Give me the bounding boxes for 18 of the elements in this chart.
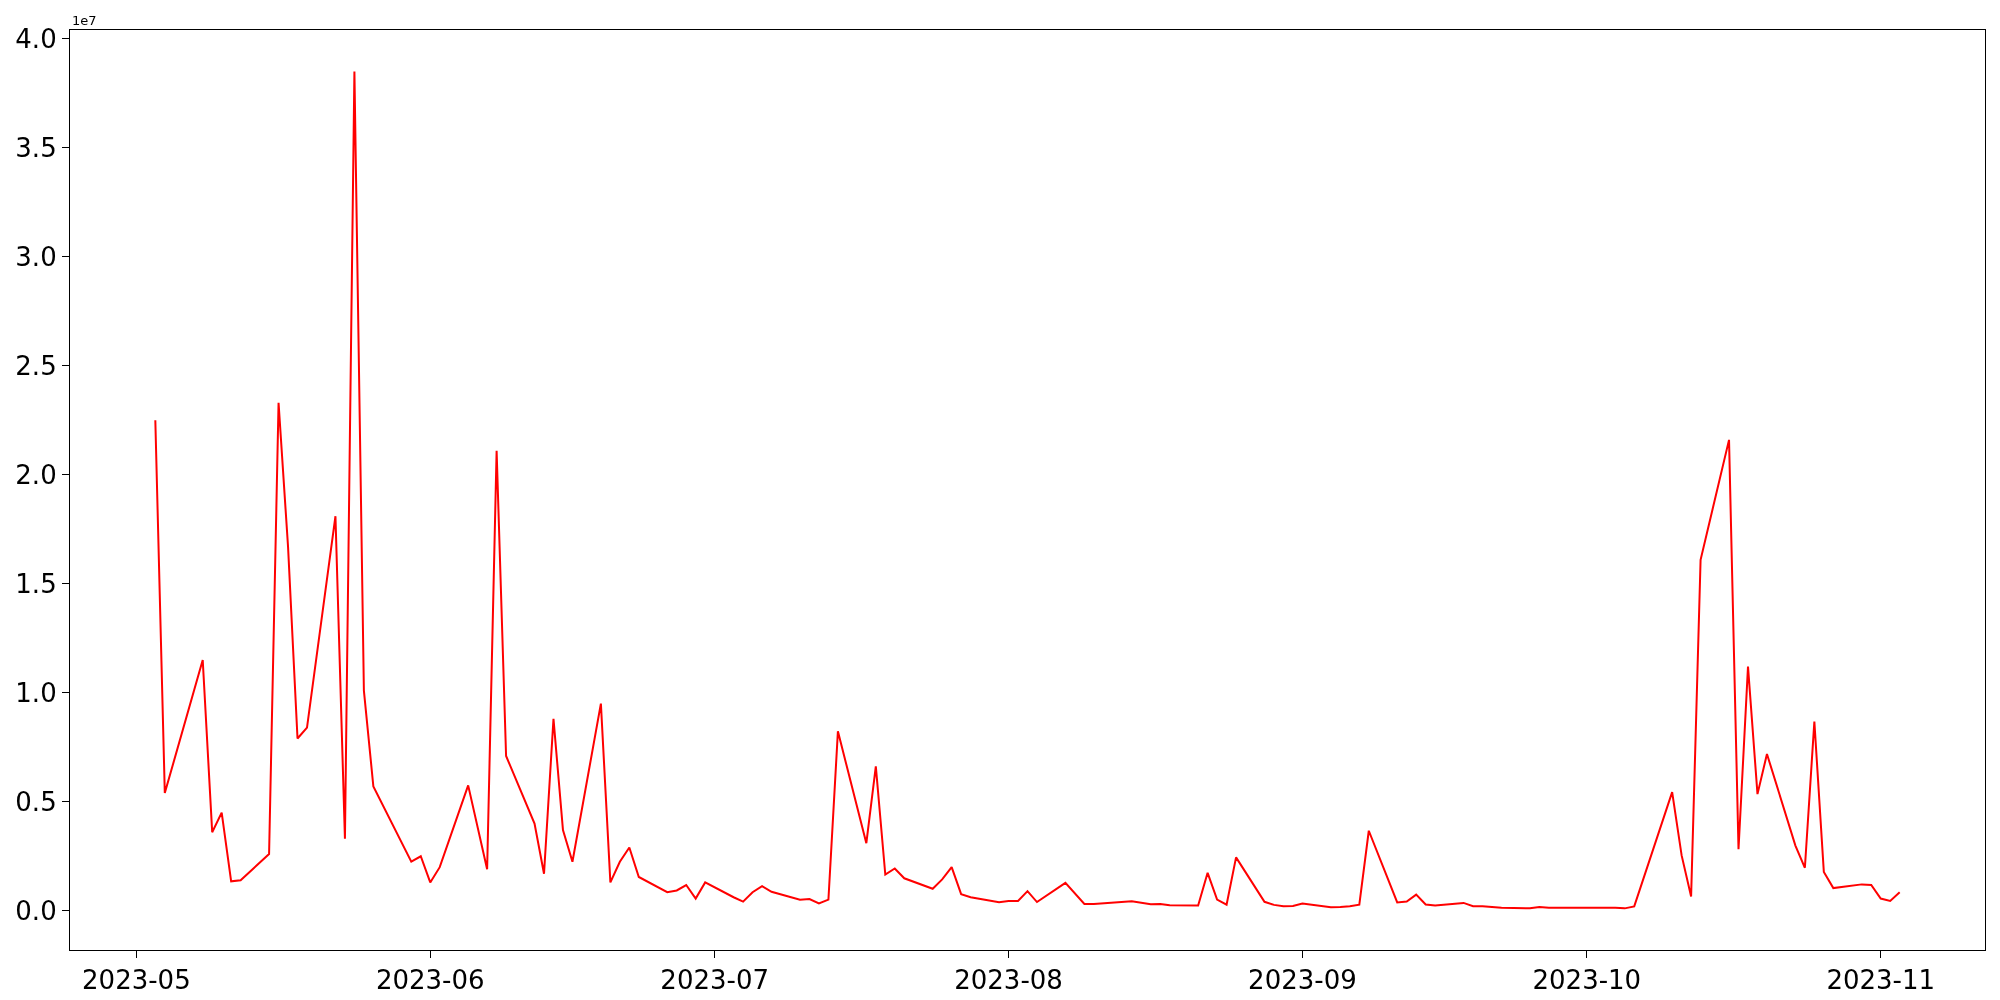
text: 1e7 [72,13,97,28]
line-series [154,70,1901,910]
x-tick-label: 2023-10 [1532,965,1642,996]
y-tick-label: 3.0 [15,241,57,272]
y-tick-label: 2.5 [15,350,57,381]
y-tick-label: 0.0 [15,895,57,926]
x-tick-label: 2023-05 [82,965,191,996]
y-tick-label: 2.0 [15,459,57,490]
y-tick-label: 4.0 [15,23,57,54]
y-tick-label: 1.0 [15,677,57,708]
x-tick-label: 2023-11 [1826,965,1936,996]
x-tick-label: 2023-06 [375,965,485,996]
x-tick-label: 2023-07 [660,965,769,996]
x-tick-label: 2023-08 [954,965,1063,996]
y-tick-label: 0.5 [15,786,57,817]
y-tick-label: 1.5 [15,568,57,599]
y-tick-label: 3.5 [15,132,57,163]
x-tick-label: 2023-09 [1248,965,1357,996]
